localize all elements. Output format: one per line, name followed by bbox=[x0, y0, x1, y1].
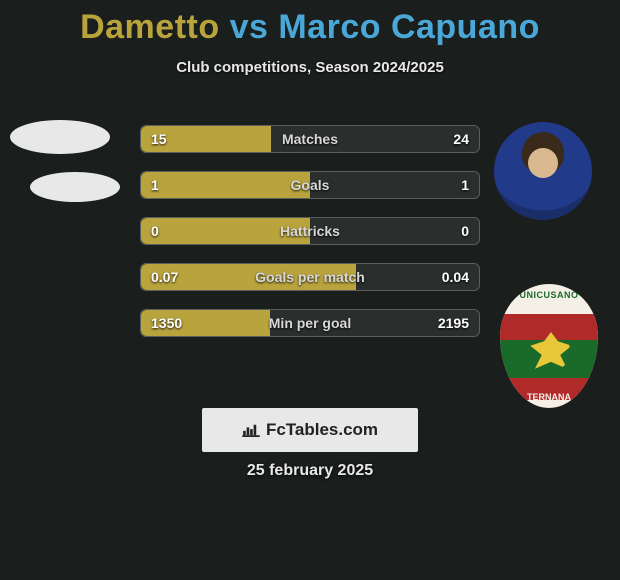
stat-label: Hattricks bbox=[141, 218, 479, 244]
stat-label: Min per goal bbox=[141, 310, 479, 336]
stat-value-left: 0.07 bbox=[151, 264, 178, 290]
player2-avatar bbox=[494, 122, 592, 220]
stat-value-right: 1 bbox=[461, 172, 469, 198]
vs-text: vs bbox=[230, 8, 269, 46]
stat-value-left: 15 bbox=[151, 126, 167, 152]
player2-club-badge: UNICUSANO TERNANA bbox=[498, 282, 600, 410]
stat-value-left: 1350 bbox=[151, 310, 182, 336]
stat-label: Goals bbox=[141, 172, 479, 198]
bar-chart-icon bbox=[242, 423, 260, 437]
stat-value-right: 24 bbox=[453, 126, 469, 152]
placeholder-shape bbox=[30, 172, 120, 202]
crest-shield: UNICUSANO TERNANA bbox=[498, 282, 600, 410]
stat-row: 0.07Goals per match0.04 bbox=[140, 263, 480, 291]
stat-value-left: 1 bbox=[151, 172, 159, 198]
stat-row: 1Goals1 bbox=[140, 171, 480, 199]
stat-label: Goals per match bbox=[141, 264, 479, 290]
stat-row: 1350Min per goal2195 bbox=[140, 309, 480, 337]
stat-value-right: 0.04 bbox=[442, 264, 469, 290]
stat-value-right: 0 bbox=[461, 218, 469, 244]
stat-row: 15Matches24 bbox=[140, 125, 480, 153]
comparison-title: Dametto vs Marco Capuano bbox=[0, 0, 620, 47]
watermark-box: FcTables.com bbox=[202, 408, 418, 452]
crest-top-text: UNICUSANO bbox=[500, 290, 598, 300]
player2-name: Marco Capuano bbox=[278, 8, 540, 46]
stat-label: Matches bbox=[141, 126, 479, 152]
stat-value-left: 0 bbox=[151, 218, 159, 244]
player1-name: Dametto bbox=[80, 8, 220, 46]
snapshot-date: 25 february 2025 bbox=[0, 462, 620, 480]
stats-comparison-block: 15Matches24 1Goals1 0Hattricks0 0.07Goals p… bbox=[140, 125, 480, 355]
stat-value-right: 2195 bbox=[438, 310, 469, 336]
stat-row: 0Hattricks0 bbox=[140, 217, 480, 245]
watermark-text: FcTables.com bbox=[266, 420, 378, 440]
crest-bottom-text: TERNANA bbox=[500, 392, 598, 402]
placeholder-shape bbox=[10, 120, 110, 154]
player1-avatar-placeholder bbox=[10, 108, 120, 218]
comparison-subtitle: Club competitions, Season 2024/2025 bbox=[0, 59, 620, 76]
